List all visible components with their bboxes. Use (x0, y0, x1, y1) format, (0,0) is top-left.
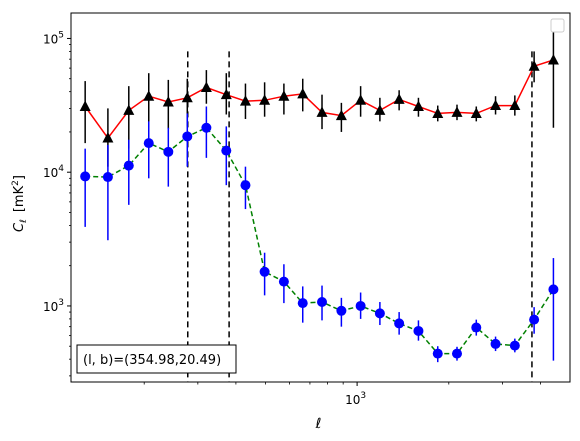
data-point-circle (80, 171, 91, 182)
y-axis-label: Cℓ [mK2] (11, 175, 29, 232)
data-point-circle (221, 145, 232, 156)
data-point-triangle (355, 94, 367, 105)
data-point-circle (143, 138, 154, 149)
data-point-triangle (123, 104, 135, 115)
x-axis-label: ℓ (315, 416, 322, 432)
data-point-circle (278, 276, 289, 287)
y-tick-label: 105 (43, 30, 64, 46)
data-point-triangle (412, 100, 424, 111)
data-point-circle (548, 284, 559, 295)
y-axis-label-sub: ℓ (19, 219, 29, 224)
series-2 (80, 106, 559, 363)
plot-area (79, 30, 559, 382)
legend-box (550, 18, 565, 33)
data-point-circle (355, 300, 366, 311)
axes-frame (70, 12, 571, 383)
data-point-triangle (162, 95, 174, 107)
data-point-triangle (432, 107, 444, 118)
data-point-circle (394, 318, 405, 329)
annotation-box: (l, b)=(354.98,20.49) (76, 344, 237, 374)
y-tick-label-exp: 5 (58, 30, 64, 40)
data-point-circle (509, 340, 520, 351)
y-tick-label-base: 10 (43, 32, 58, 46)
data-point-triangle (200, 81, 212, 92)
plot-content (79, 30, 559, 382)
data-point-triangle (470, 107, 482, 118)
data-point-triangle (393, 93, 405, 104)
data-point-triangle (528, 60, 540, 71)
x-tick-label: 103 (345, 391, 366, 407)
y-tick-label: 103 (43, 298, 64, 314)
annotation-text: (l, b)=(354.98,20.49) (83, 353, 221, 368)
x-tick-label-exp: 3 (360, 391, 366, 401)
y-axis-label-unit-sup: 2 (11, 180, 21, 186)
data-point-circle (374, 308, 385, 319)
y-tick-label-base: 10 (43, 166, 58, 180)
data-point-circle (336, 305, 347, 316)
data-point-triangle (509, 99, 521, 111)
legend (550, 18, 565, 33)
series-1 (79, 30, 559, 167)
data-point-triangle (316, 106, 328, 117)
data-point-triangle (79, 100, 91, 111)
data-point-circle (451, 348, 462, 359)
y-tick-label-exp: 3 (58, 298, 64, 308)
data-point-triangle (102, 132, 114, 143)
y-axis-label-unit: [mK (12, 185, 27, 212)
data-point-triangle (259, 94, 271, 105)
data-point-triangle (239, 95, 251, 106)
data-point-circle (259, 266, 270, 277)
data-point-circle (102, 172, 113, 183)
data-point-triangle (220, 88, 232, 100)
y-tick-label-base: 10 (43, 300, 58, 314)
data-point-triangle (143, 90, 155, 101)
data-point-circle (201, 122, 212, 133)
data-point-triangle (490, 99, 502, 111)
data-point-circle (240, 180, 251, 191)
annotation-frame (76, 344, 237, 374)
data-point-circle (317, 297, 328, 308)
data-point-triangle (278, 90, 290, 101)
data-point-circle (529, 314, 540, 325)
data-point-circle (490, 338, 501, 349)
x-tick-label-base: 10 (345, 393, 360, 407)
data-point-circle (413, 325, 424, 336)
data-point-circle (297, 298, 308, 309)
y-tick-label: 104 (43, 164, 64, 180)
data-point-triangle (374, 104, 386, 115)
data-point-circle (471, 322, 482, 333)
y-axis-label-main: C (12, 222, 27, 232)
series-line (84, 59, 554, 140)
series-line (85, 126, 555, 355)
data-point-circle (432, 348, 443, 359)
data-point-circle (123, 160, 134, 171)
data-point-circle (163, 146, 174, 157)
data-point-triangle (181, 91, 193, 103)
y-axis-label-unit-end: ] (12, 175, 27, 180)
y-tick-label-exp: 4 (58, 164, 64, 174)
data-point-triangle (335, 109, 347, 121)
data-point-triangle (451, 106, 463, 117)
data-point-circle (182, 131, 193, 142)
data-point-triangle (547, 54, 559, 65)
data-point-triangle (297, 87, 309, 99)
